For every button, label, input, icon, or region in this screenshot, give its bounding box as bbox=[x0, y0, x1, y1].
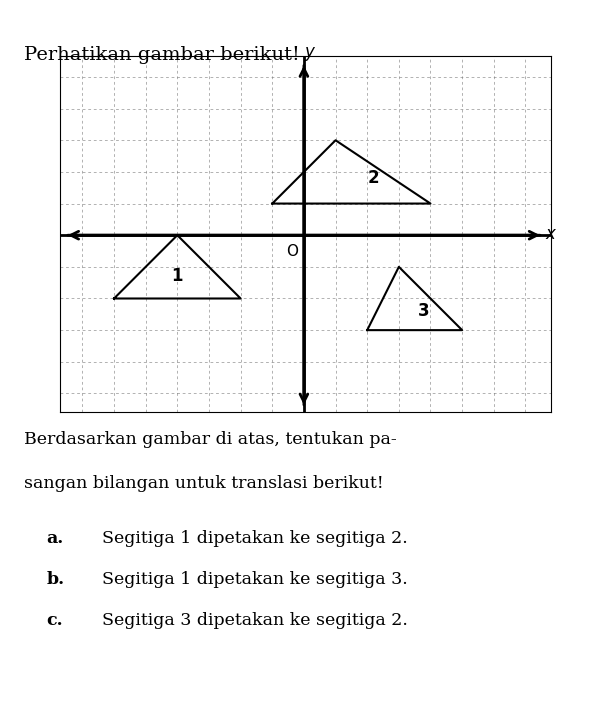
Text: Segitiga 1 dipetakan ke segitiga 2.: Segitiga 1 dipetakan ke segitiga 2. bbox=[102, 530, 408, 547]
Text: sangan bilangan untuk translasi berikut!: sangan bilangan untuk translasi berikut! bbox=[24, 475, 384, 492]
Text: a.: a. bbox=[46, 530, 63, 547]
Text: 2: 2 bbox=[368, 169, 379, 188]
Text: Perhatikan gambar berikut!: Perhatikan gambar berikut! bbox=[24, 46, 300, 64]
Text: 3: 3 bbox=[418, 302, 430, 320]
Text: b.: b. bbox=[46, 571, 64, 588]
Text: 1: 1 bbox=[171, 267, 183, 286]
Text: c.: c. bbox=[46, 612, 63, 629]
Text: y: y bbox=[305, 43, 314, 61]
Text: x: x bbox=[545, 225, 555, 243]
Text: O: O bbox=[286, 244, 298, 259]
Text: Berdasarkan gambar di atas, tentukan pa-: Berdasarkan gambar di atas, tentukan pa- bbox=[24, 431, 397, 448]
Text: Segitiga 3 dipetakan ke segitiga 2.: Segitiga 3 dipetakan ke segitiga 2. bbox=[102, 612, 408, 629]
Text: Segitiga 1 dipetakan ke segitiga 3.: Segitiga 1 dipetakan ke segitiga 3. bbox=[102, 571, 408, 588]
